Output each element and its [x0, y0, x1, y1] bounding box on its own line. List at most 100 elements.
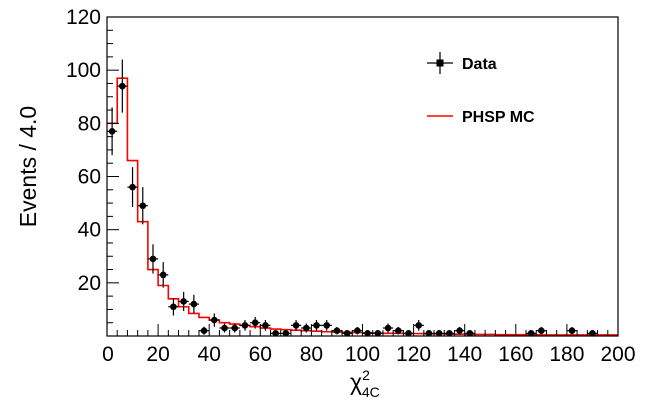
data-point-marker — [180, 298, 187, 305]
x-tick-label: 0 — [102, 343, 114, 366]
x-tick-label: 80 — [300, 343, 323, 366]
data-point — [536, 326, 547, 335]
legend-entry-data: Data — [427, 52, 497, 74]
data-point — [158, 262, 169, 288]
data-point — [137, 187, 148, 225]
data-point — [434, 330, 445, 337]
data-point — [362, 330, 373, 337]
data-point-marker — [538, 327, 545, 334]
data-point-marker — [211, 316, 218, 324]
data-point-marker — [343, 330, 351, 337]
data-point-marker — [589, 330, 596, 337]
data-point-marker — [333, 327, 341, 334]
data-point-marker — [221, 324, 228, 332]
x-tick-label: 140 — [447, 343, 482, 366]
data-point-marker — [435, 330, 443, 337]
data-point-marker — [108, 128, 116, 135]
data-point — [198, 326, 210, 335]
data-point — [280, 330, 291, 337]
data-point — [423, 330, 435, 337]
data-point — [301, 323, 312, 333]
data-point-marker — [231, 324, 239, 332]
data-point-marker — [292, 322, 300, 329]
data-point — [382, 323, 394, 333]
data-point-marker — [272, 330, 279, 337]
x-tick-label: 40 — [198, 343, 221, 366]
data-point-marker — [302, 324, 310, 332]
x-tick-label: 200 — [600, 343, 635, 366]
legend-data-marker — [436, 59, 444, 67]
data-point — [331, 326, 343, 335]
data-point — [444, 330, 455, 337]
x-tick-label: 100 — [345, 343, 380, 366]
data-point — [454, 326, 465, 335]
legend: Data PHSP MC — [427, 52, 535, 126]
data-point-marker — [446, 330, 453, 337]
data-point — [168, 297, 179, 316]
data-point — [239, 320, 251, 331]
data-points-layer — [107, 59, 598, 337]
data-point — [464, 330, 475, 337]
data-point — [117, 59, 128, 113]
data-point-marker — [262, 322, 269, 329]
y-axis-title: Events / 4.0 — [15, 106, 41, 227]
data-point-marker — [282, 330, 290, 337]
data-point-marker — [129, 183, 136, 191]
data-point — [270, 330, 281, 337]
data-point — [219, 323, 230, 333]
data-point-marker — [251, 319, 259, 327]
data-point — [229, 323, 240, 333]
legend-entry-phsp-mc: PHSP MC — [427, 109, 535, 126]
y-tick-label: 120 — [66, 6, 101, 29]
data-point — [403, 330, 414, 337]
legend-mc-label: PHSP MC — [462, 109, 535, 126]
data-point — [587, 330, 598, 337]
data-point-marker — [119, 82, 126, 90]
data-point — [290, 320, 302, 331]
x-tick-label: 60 — [249, 343, 272, 366]
data-point — [209, 313, 220, 327]
data-point-marker — [313, 322, 320, 329]
data-point — [342, 330, 353, 337]
data-point-marker — [374, 330, 382, 337]
x-tick-label: 160 — [498, 343, 533, 366]
data-point — [107, 107, 118, 156]
data-point-marker — [159, 271, 167, 279]
data-point-marker — [323, 322, 331, 329]
y-tick-label: 100 — [66, 59, 101, 82]
data-point — [127, 167, 138, 208]
y-tick-label: 80 — [78, 112, 101, 135]
data-point — [372, 330, 383, 337]
data-point — [321, 320, 332, 331]
data-point — [413, 320, 424, 331]
data-point — [393, 326, 404, 335]
data-point — [352, 326, 363, 335]
x-axis-title-sup: 2 — [362, 367, 370, 383]
data-point — [311, 320, 322, 331]
legend-data-label: Data — [462, 56, 497, 73]
data-point-marker — [394, 327, 402, 334]
y-tick-label: 60 — [78, 166, 101, 189]
data-point-marker — [241, 322, 249, 329]
data-point-marker — [456, 327, 463, 334]
data-point-marker — [415, 322, 423, 329]
y-tick-label: 40 — [78, 219, 101, 242]
data-point — [566, 326, 578, 335]
x-tick-label: 20 — [146, 343, 169, 366]
axes-layer: 20 40 60 80 100 120 0 20 40 60 80 100 120 140 160 180 20… — [15, 6, 636, 400]
x-axis-title-sub: 4C — [362, 384, 380, 400]
data-point-marker — [354, 327, 361, 334]
data-point-marker — [405, 330, 412, 337]
x-tick-label: 120 — [396, 343, 431, 366]
x-tick-label: 180 — [549, 343, 584, 366]
data-point-marker — [364, 330, 371, 337]
data-point-marker — [139, 202, 147, 210]
data-point — [526, 330, 537, 337]
data-point-marker — [200, 327, 208, 334]
data-point-marker — [384, 324, 392, 332]
data-point-marker — [170, 303, 177, 311]
data-point — [178, 291, 189, 312]
data-point-marker — [527, 330, 535, 337]
y-tick-label: 20 — [78, 272, 101, 295]
